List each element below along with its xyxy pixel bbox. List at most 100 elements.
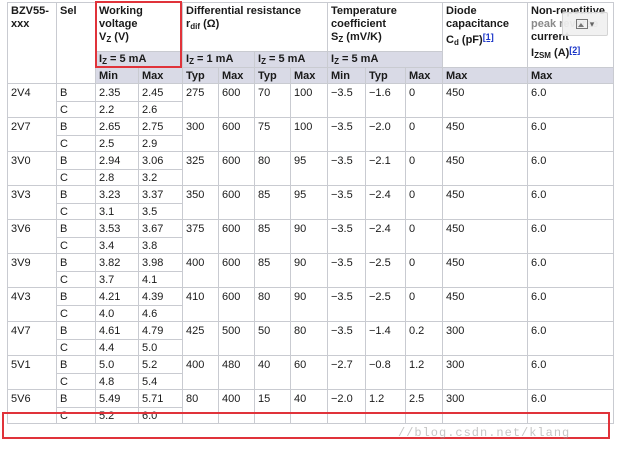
sel-cell: B <box>56 321 96 340</box>
sz-max-cell: 0 <box>404 287 444 322</box>
vz-max-cell: 2.6 <box>138 101 183 118</box>
rdif-1ma-typ-cell: 400 <box>182 355 219 390</box>
rdif-5ma-typ-cell: 85 <box>254 219 291 254</box>
rdif-1ma-max-cell: 600 <box>218 83 255 118</box>
vz-max-cell: 5.4 <box>138 373 183 390</box>
table-row: C 3.1 3.5 <box>8 203 614 220</box>
sel-cell: B <box>56 117 96 136</box>
vz-max-cell: 3.2 <box>138 169 183 186</box>
cd-max-cell: 450 <box>442 151 529 186</box>
vz-min-cell: 2.5 <box>95 135 139 152</box>
sz-min-cell: −2.7 <box>327 355 366 390</box>
sel-cell: C <box>56 101 96 118</box>
footnote-link-2[interactable]: [2] <box>569 45 581 55</box>
subheader-sz-min: Min <box>327 67 366 84</box>
sel-cell: B <box>56 83 96 102</box>
rdif-1ma-typ-cell: 400 <box>182 253 219 288</box>
sz-min-cell: −3.5 <box>327 253 366 288</box>
vz-min-cell: 5.49 <box>95 389 139 408</box>
sz-typ-cell: −2.5 <box>365 287 406 322</box>
rdif-5ma-typ-cell: 75 <box>254 117 291 152</box>
vz-min-cell: 3.53 <box>95 219 139 238</box>
table-row: 4V7 B 4.61 4.79 425 500 50 80 −3.5 −1.4 0.2 300 6.0 <box>7 321 615 356</box>
sz-max-cell: 0 <box>404 83 444 118</box>
table-row: 2V7 B 2.65 2.75 300 600 75 100 −3.5 −2.0 0 450 6.0 <box>7 117 615 152</box>
rdif-1ma-max-cell: 600 <box>218 219 255 254</box>
sel-cell: B <box>56 185 96 204</box>
sel-cell: B <box>56 389 96 408</box>
vz-min-cell: 3.23 <box>95 185 139 204</box>
sel-cell: C <box>56 339 96 356</box>
rdif-1ma-typ-cell: 80 <box>182 389 219 424</box>
badge-chevron-icon: ▾ <box>589 18 595 29</box>
sel-cell: C <box>56 135 96 152</box>
sz-max-cell: 0 <box>404 253 444 288</box>
rdif-1ma-typ-cell: 350 <box>182 185 219 220</box>
table-row: C 4.0 4.6 <box>8 305 614 322</box>
sel-cell: C <box>56 237 96 254</box>
sz-typ-cell: −0.8 <box>365 355 406 390</box>
subheader-sz-typ: Typ <box>365 67 406 84</box>
temperature-coefficient-header: Temperature coefficient SZ (mV/K) <box>326 2 444 52</box>
rdif-5ma-max-cell: 95 <box>290 151 328 186</box>
rdif-5ma-typ-cell: 80 <box>254 151 291 186</box>
rdif-1ma-typ-cell: 325 <box>182 151 219 186</box>
rdif-5ma-typ-cell: 50 <box>254 321 291 356</box>
table-row: 3V3 B 3.23 3.37 350 600 85 95 −3.5 −2.4 0 450 6.0 <box>7 185 615 220</box>
sel-cell: C <box>56 203 96 220</box>
type-cell: 5V1 <box>7 355 57 390</box>
table-row: 3V9 B 3.82 3.98 400 600 85 90 −3.5 −2.5 0 450 6.0 <box>7 253 615 288</box>
working-voltage-highlight <box>95 1 182 68</box>
sz-typ-cell: −2.4 <box>365 185 406 220</box>
sel-header: Sel <box>56 2 96 84</box>
type-cell: 3V3 <box>7 185 57 220</box>
vz-max-cell: 2.75 <box>138 117 183 136</box>
rdif-5ma-typ-cell: 85 <box>254 253 291 288</box>
sz-min-cell: −3.5 <box>327 287 366 322</box>
type-cell: 4V3 <box>7 287 57 322</box>
sel-cell: B <box>56 219 96 238</box>
sel-cell: B <box>56 287 96 306</box>
cd-max-cell: 450 <box>442 287 529 322</box>
vz-min-cell: 5.0 <box>95 355 139 374</box>
cd-max-cell: 450 <box>442 219 529 254</box>
vz-min-cell: 4.21 <box>95 287 139 306</box>
diode-capacitance-header: Diode capacitance Cd (pF)[1] <box>442 2 529 68</box>
table-row: C 2.2 2.6 <box>8 101 614 118</box>
rdif-5ma-typ-cell: 15 <box>254 389 291 424</box>
sz-max-cell: 0 <box>404 117 444 152</box>
izsm-max-cell: 6.0 <box>527 151 615 186</box>
subheader-izsm-max: Max <box>527 67 615 84</box>
rdif-1ma-max-cell: 600 <box>218 185 255 220</box>
vz-min-cell: 3.1 <box>95 203 139 220</box>
rdif-5ma-typ-cell: 40 <box>254 355 291 390</box>
footnote-link-1[interactable]: [1] <box>482 32 494 42</box>
table-row: C 2.8 3.2 <box>8 169 614 186</box>
sz-max-cell: 0 <box>404 185 444 220</box>
sel-cell: C <box>56 305 96 322</box>
vz-max-cell: 2.9 <box>138 135 183 152</box>
cd-max-cell: 300 <box>442 321 529 356</box>
sz-typ-cell: −1.6 <box>365 83 406 118</box>
image-search-button[interactable]: ▾ <box>562 12 608 36</box>
watermark: //blog.csdn.net/klang <box>398 426 571 440</box>
rdif-1ma-max-cell: 600 <box>218 117 255 152</box>
vz-max-cell: 3.06 <box>138 151 183 170</box>
izsm-max-cell: 6.0 <box>527 185 615 220</box>
sel-cell: C <box>56 407 96 424</box>
rdif-5ma-typ-cell: 80 <box>254 287 291 322</box>
sz-min-cell: −2.0 <box>327 389 366 424</box>
table-row: 4V3 B 4.21 4.39 410 600 80 90 −3.5 −2.5 0 450 6.0 <box>7 287 615 322</box>
subheader-sz-max: Max <box>404 67 444 84</box>
sz-min-cell: −3.5 <box>327 151 366 186</box>
vz-min-cell: 4.4 <box>95 339 139 356</box>
table-row: 5V6 B 5.49 5.71 80 400 15 40 −2.0 1.2 2.5 300 6.0 <box>7 389 615 424</box>
sel-cell: C <box>56 169 96 186</box>
working-voltage-header: Working voltage VZ (V) <box>95 2 183 52</box>
rdif-1ma-max-cell: 600 <box>218 253 255 288</box>
cd-max-cell: 450 <box>442 117 529 152</box>
differential-resistance-header: Differential resistance rdif (Ω) <box>182 2 328 52</box>
type-cell: 2V4 <box>7 83 57 118</box>
rdif-1ma-typ-cell: 275 <box>182 83 219 118</box>
rdif-1ma-max-cell: 500 <box>218 321 255 356</box>
